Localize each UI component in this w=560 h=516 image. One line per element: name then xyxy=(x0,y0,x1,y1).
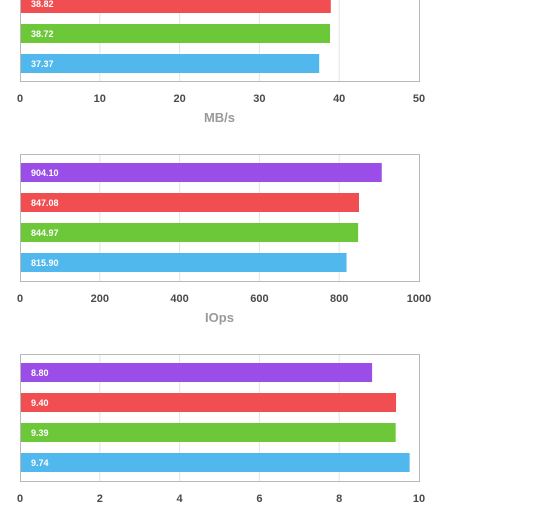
x-tick-label: 400 xyxy=(170,293,188,305)
x-tick-label: 20 xyxy=(173,93,185,105)
x-tick-label: 10 xyxy=(94,93,106,105)
x-axis-title: MB/s xyxy=(204,110,235,125)
x-tick-label: 0 xyxy=(17,293,23,305)
x-axis-title: IOps xyxy=(205,310,234,325)
plot-frame xyxy=(20,354,420,482)
bar-value-label: 8.80 xyxy=(31,368,49,378)
x-tick-label: 50 xyxy=(413,93,425,105)
bar-value-label: 847.08 xyxy=(31,198,59,208)
bar-value-label: 844.97 xyxy=(31,228,59,238)
bar-value-label: 9.40 xyxy=(31,398,49,408)
x-tick-label: 10 xyxy=(413,493,425,505)
bar xyxy=(21,54,320,73)
bar xyxy=(21,223,359,242)
plot-frame xyxy=(20,154,420,282)
x-tick-label: 200 xyxy=(91,293,109,305)
bar-value-label: 37.37 xyxy=(31,59,54,69)
x-tick-label: 800 xyxy=(330,293,348,305)
plot-frame xyxy=(20,0,420,82)
bar-value-label: 38.82 xyxy=(31,0,54,9)
x-tick-label: 40 xyxy=(333,93,345,105)
bar-value-label: 815.90 xyxy=(31,258,59,268)
x-tick-label: 2 xyxy=(97,493,103,505)
bar xyxy=(21,0,331,13)
chart-panel-2: 904.10 847.08 844.97 815.90 0 200 400 600 800 100… xyxy=(17,154,431,325)
bar-value-label: 904.10 xyxy=(31,168,59,178)
bar-value-label: 38.72 xyxy=(31,29,54,39)
x-tick-label: 1000 xyxy=(407,293,431,305)
bar-value-label: 9.74 xyxy=(31,458,49,468)
x-tick-label: 30 xyxy=(253,93,265,105)
bar xyxy=(21,423,396,442)
x-tick-label: 6 xyxy=(256,493,262,505)
x-tick-label: 0 xyxy=(17,493,23,505)
x-tick-label: 600 xyxy=(250,293,268,305)
x-tick-label: 0 xyxy=(17,93,23,105)
x-tick-label: 4 xyxy=(177,493,184,505)
bar xyxy=(21,193,359,212)
bar xyxy=(21,24,330,43)
x-tick-label: 8 xyxy=(336,493,342,505)
bar xyxy=(21,163,382,182)
bar xyxy=(21,393,397,412)
bar xyxy=(21,453,410,472)
bar-value-label: 9.39 xyxy=(31,428,49,438)
chart-panel-3: 8.80 9.40 9.39 9.74 0 2 4 6 8 10 xyxy=(17,354,425,505)
chart-panel-1: 38.82 38.72 37.37 0 10 20 30 40 50 MB/s xyxy=(17,0,425,125)
bar xyxy=(21,363,373,382)
bar xyxy=(21,253,347,272)
